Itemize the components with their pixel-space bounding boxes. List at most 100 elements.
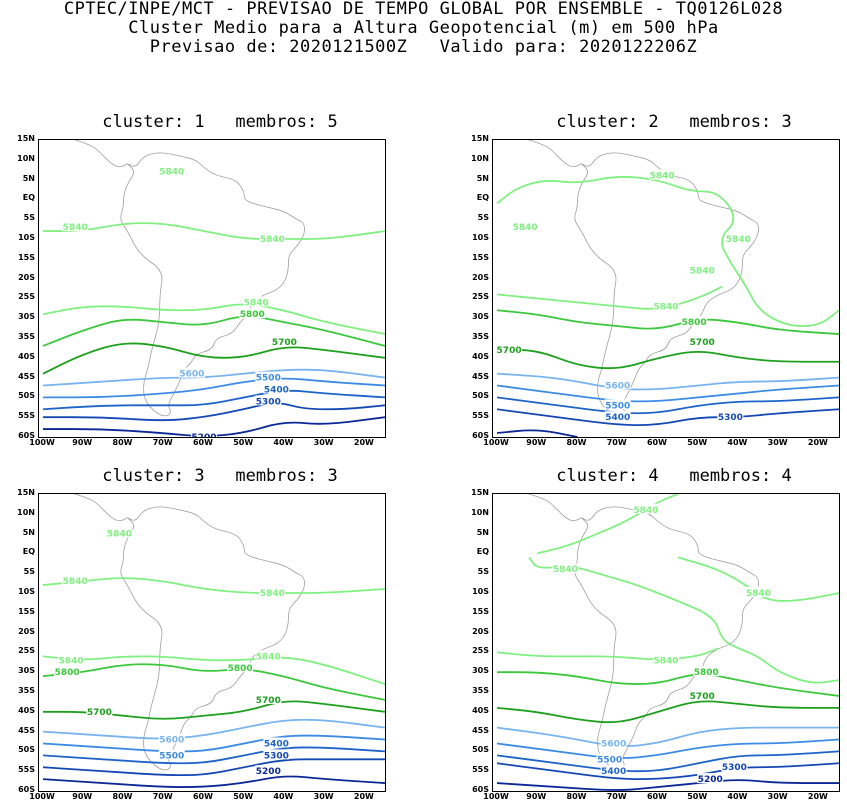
lon-tick-label: 40W	[727, 792, 748, 801]
lon-tick-label: 20W	[353, 792, 374, 801]
contour-5800	[42, 315, 385, 347]
contour-label-bg	[243, 296, 270, 307]
contour-5840	[43, 222, 385, 240]
contour-5200	[496, 429, 578, 437]
lat-tick-label: 5S	[477, 213, 489, 223]
contour-5500	[496, 738, 839, 759]
contour-label-bg	[689, 264, 716, 275]
contour-label-5700: 5700	[690, 692, 715, 702]
lat-tick-label: 35S	[472, 332, 489, 341]
contour-label-bg	[58, 654, 85, 665]
contour-label-5600: 5600	[601, 739, 626, 749]
contour-label-5500: 5500	[605, 401, 630, 411]
lon-tick-label: 100W	[483, 792, 509, 801]
contour-label-bg	[62, 221, 89, 232]
contour-5300	[496, 762, 839, 781]
contour-label-bg	[106, 527, 133, 538]
contour-label-bg	[596, 753, 623, 764]
contour-5600	[496, 726, 839, 747]
lon-tick-label: 60W	[646, 438, 667, 447]
lat-tick-label: 60S	[472, 785, 489, 794]
contour-label-bg	[86, 705, 113, 716]
contour-label-bg	[259, 587, 286, 597]
contour-5400	[42, 389, 385, 411]
contour-label-bg	[227, 662, 254, 673]
contour-5700	[43, 700, 385, 720]
contour-label-bg	[745, 587, 772, 597]
lon-tick-label: 20W	[353, 438, 374, 447]
contour-label-5300: 5300	[718, 413, 743, 423]
contour-label-bg	[653, 654, 679, 665]
contour-label-5400: 5400	[264, 385, 289, 395]
lon-tick-label: 20W	[807, 792, 828, 801]
map-panel-1: 5840 5840 5840 5840 5800 5700 5600 5500 5400 5300…	[38, 139, 386, 438]
contour-label-5700: 5700	[497, 346, 522, 356]
lat-tick-label: 45S	[472, 371, 489, 381]
contour-5400	[496, 396, 839, 415]
contour-label-5300: 5300	[722, 763, 747, 773]
coastline-central-america	[527, 140, 582, 168]
lon-tick-label: 30W	[767, 792, 788, 801]
lon-tick-label: 50W	[233, 792, 254, 801]
lat-tick-label: 20S	[472, 626, 489, 636]
lat-tick-label: 60S	[18, 431, 35, 440]
contour-label-bg	[158, 165, 185, 176]
contour-label-5800: 5800	[240, 310, 265, 320]
lon-tick-label: 80W	[566, 438, 587, 447]
lat-tick-label: 30S	[472, 312, 489, 322]
lat-tick-label: 45S	[18, 371, 35, 381]
contour-label-5300: 5300	[264, 751, 289, 761]
contour-label-5840: 5840	[513, 223, 538, 233]
coastline	[574, 506, 759, 771]
coastline	[574, 152, 759, 417]
lat-tick-label: 5N	[22, 527, 35, 537]
contour-5700	[42, 342, 385, 375]
lon-tick-label: 80W	[566, 792, 587, 801]
contour-label-5840: 5840	[107, 530, 132, 540]
lon-tick-label: 60W	[192, 792, 213, 801]
contour-5840	[677, 556, 839, 602]
lat-tick-label: 10S	[472, 587, 489, 596]
contour-label-5800: 5800	[694, 668, 719, 678]
lat-tick-label: 15N	[17, 134, 35, 143]
lat-tick-label: 25S	[18, 292, 35, 302]
contour-label-5840: 5840	[653, 656, 678, 666]
lat-tick-label: 15S	[472, 252, 489, 262]
lon-tick-label: 60W	[192, 438, 213, 447]
lat-tick-label: 55S	[18, 765, 35, 775]
coastline	[120, 506, 305, 771]
contour-map: 5840 5840 5840 5840 5840 5800 5700 5700 5600 5500…	[496, 140, 839, 437]
contour-label-bg	[190, 431, 217, 437]
lat-tick-label: 10N	[17, 507, 35, 517]
contour-label-bg	[496, 343, 523, 354]
contour-label-bg	[62, 575, 89, 586]
lat-tick-label: 10N	[17, 153, 35, 163]
lat-tick-label: 5N	[476, 173, 489, 183]
lat-tick-label: 45S	[18, 725, 35, 735]
contour-label-5700: 5700	[690, 338, 715, 348]
contour-label-5840: 5840	[260, 589, 285, 599]
lat-tick-label: 40S	[18, 705, 35, 715]
lat-tick-label: 50S	[472, 391, 489, 401]
contour-label-5840: 5840	[244, 298, 269, 308]
contour-label-bg	[681, 316, 708, 327]
contour-label-5840: 5840	[260, 235, 285, 245]
contour-label-5800: 5800	[228, 664, 253, 674]
contour-label-5840: 5840	[726, 235, 751, 245]
contour-label-5840: 5840	[553, 565, 578, 575]
lat-tick-label: 15N	[471, 134, 489, 143]
contour-label-5400: 5400	[601, 767, 626, 777]
lat-tick-label: 15N	[17, 488, 35, 497]
contour-label-5300: 5300	[256, 397, 281, 407]
lat-tick-label: 55S	[472, 765, 489, 775]
contour-5840	[42, 577, 385, 594]
coastline	[120, 152, 305, 417]
lat-tick-label: 10S	[472, 233, 489, 242]
contour-label-5200: 5200	[698, 775, 723, 785]
contour-label-bg	[158, 749, 185, 760]
contour-label-5840: 5840	[256, 652, 281, 662]
lat-tick-label: 35S	[18, 686, 35, 695]
contour-label-5700: 5700	[87, 708, 112, 718]
lat-tick-label: 15S	[18, 252, 35, 262]
